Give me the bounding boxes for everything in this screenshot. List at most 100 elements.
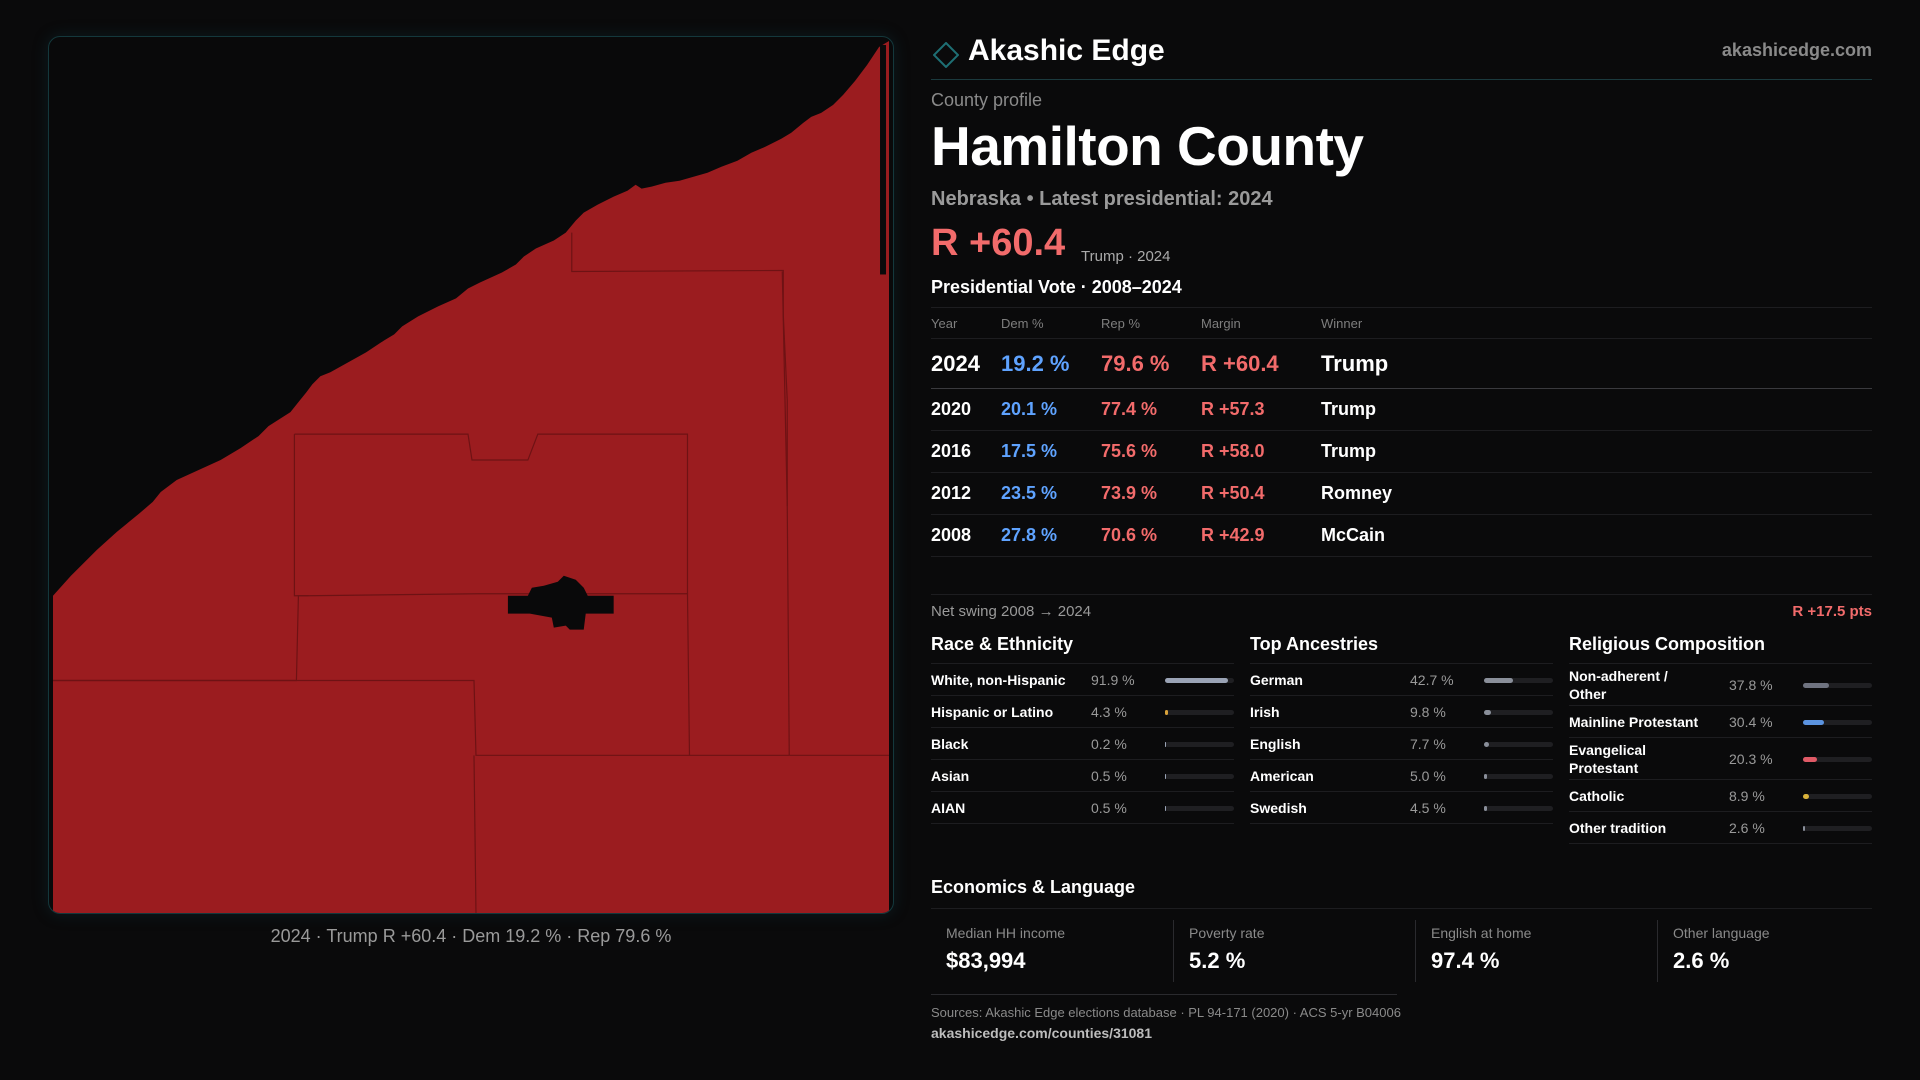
stat-bar-fill (1484, 805, 1488, 811)
list-item: Black 0.2 % (931, 728, 1234, 760)
vote-table-header: Year Dem % Rep % Margin Winner (931, 307, 1872, 339)
table-row: 2008 27.8 % 70.6 % R +42.9 McCain (931, 514, 1872, 557)
stat-label: Black (931, 735, 969, 752)
ancestry-section-title: Top Ancestries (1250, 634, 1553, 664)
econ-value: 2.6 % (1673, 948, 1730, 973)
religion-section-title: Religious Composition (1569, 634, 1872, 664)
net-swing-value: R +17.5 pts (1792, 603, 1872, 620)
stat-label: Evangelical Protestant (1569, 741, 1647, 776)
county-map-svg (52, 41, 890, 913)
county-shape[interactable] (52, 41, 890, 913)
stat-bar-fill (1484, 677, 1514, 683)
eyebrow-label: County profile (931, 90, 1043, 110)
list-item: Evangelical Protestant 20.3 % (1569, 738, 1872, 780)
brand-bar: Akashic Edge akashicedge.com (931, 32, 1872, 80)
stat-percent: 8.9 % (1729, 787, 1765, 804)
stat-bar-fill (1484, 741, 1490, 747)
stat-bar-track (1803, 825, 1872, 831)
col-year: Year (931, 307, 1001, 339)
stat-bar-fill (1484, 709, 1491, 715)
county-subtitle: Nebraska • Latest presidential: 2024 (931, 188, 1273, 210)
stat-bar-track (1484, 709, 1553, 715)
stat-bar-track (1484, 741, 1553, 747)
stat-label: Mainline Protestant (1569, 713, 1699, 730)
row-year: 2016 (931, 430, 1001, 473)
stat-bar-track (1484, 773, 1553, 779)
stat-bar-track (1803, 682, 1872, 688)
table-row: 2020 20.1 % 77.4 % R +57.3 Trump (931, 388, 1872, 431)
map-edge-sliver (880, 45, 887, 275)
county-profile-panel: Akashic Edge akashicedge.com County prof… (931, 32, 1872, 1052)
stat-percent: 42.7 % (1410, 671, 1454, 688)
econ-value: 97.4 % (1431, 948, 1500, 973)
row-winner: Trump (1321, 388, 1872, 431)
stat-label: Non-adherent / Other (1569, 667, 1668, 702)
sources-text: Sources: Akashic Edge elections database… (931, 1005, 1401, 1020)
stat-percent: 30.4 % (1729, 713, 1773, 730)
stat-bar-track (1803, 719, 1872, 725)
row-winner: Trump (1321, 338, 1872, 389)
list-item: English 7.7 % (1250, 728, 1553, 760)
econ-value: $83,994 (946, 948, 1026, 973)
county-map[interactable] (48, 36, 894, 914)
stat-label: Irish (1250, 703, 1280, 720)
religion-section: Religious Composition Non-adherent / Oth… (1569, 634, 1872, 844)
econ-card-income: Median HH income $83,994 (931, 920, 1156, 982)
list-item: Other tradition 2.6 % (1569, 812, 1872, 844)
stat-bar-track (1484, 677, 1553, 683)
list-item: Asian 0.5 % (931, 760, 1234, 792)
city-area[interactable] (507, 575, 614, 630)
econ-label: Poverty rate (1189, 925, 1265, 941)
row-winner: McCain (1321, 514, 1872, 557)
stat-bar-track (1165, 773, 1234, 779)
row-dem: 20.1 % (1001, 388, 1101, 431)
row-margin: R +57.3 (1201, 388, 1321, 431)
table-row: 2012 23.5 % 73.9 % R +50.4 Romney (931, 472, 1872, 515)
stat-bar-fill (1803, 719, 1824, 725)
brand-name[interactable]: Akashic Edge (968, 34, 1165, 67)
vote-section-title: Presidential Vote · 2008–2024 (931, 277, 1182, 297)
econ-card-poverty: Poverty rate 5.2 % (1173, 920, 1398, 982)
col-winner: Winner (1321, 307, 1872, 339)
list-item: Hispanic or Latino 4.3 % (931, 696, 1234, 728)
econ-card-english: English at home 97.4 % (1415, 920, 1640, 982)
econ-label: Median HH income (946, 925, 1066, 941)
stat-label: English (1250, 735, 1301, 752)
sources-footer: Sources: Akashic Edge elections database… (931, 994, 1401, 1041)
stat-percent: 91.9 % (1091, 671, 1135, 688)
stat-percent: 5.0 % (1410, 767, 1446, 784)
row-dem: 19.2 % (1001, 338, 1101, 389)
economics-grid: Median HH income $83,994 Poverty rate 5.… (931, 920, 1872, 982)
stat-bar-track (1803, 756, 1872, 762)
row-rep: 77.4 % (1101, 388, 1201, 431)
row-dem: 23.5 % (1001, 472, 1101, 515)
list-item: Swedish 4.5 % (1250, 792, 1553, 824)
row-rep: 73.9 % (1101, 472, 1201, 515)
econ-card-other-language: Other language 2.6 % (1657, 920, 1882, 982)
row-rep: 70.6 % (1101, 514, 1201, 557)
row-margin: R +42.9 (1201, 514, 1321, 557)
stat-bar-fill (1165, 773, 1167, 779)
list-item: AIAN 0.5 % (931, 792, 1234, 824)
diamond-icon[interactable] (933, 42, 959, 68)
brand-url[interactable]: akashicedge.com (1721, 40, 1872, 60)
net-swing-label: Net swing 2008 → 2024 (931, 603, 1092, 620)
precinct-boundaries (52, 232, 890, 913)
row-rep: 79.6 % (1101, 338, 1201, 389)
stat-bar-track (1484, 805, 1553, 811)
stat-bar-track (1165, 805, 1234, 811)
stat-percent: 37.8 % (1729, 676, 1773, 693)
stat-label: AIAN (931, 799, 966, 816)
stat-bar-fill (1165, 709, 1168, 715)
stat-bar-fill (1165, 805, 1167, 811)
sources-link[interactable]: akashicedge.com/counties/31081 (931, 1025, 1152, 1041)
list-item: Non-adherent / Other 37.8 % (1569, 664, 1872, 706)
stat-label: Swedish (1250, 799, 1307, 816)
list-item: Catholic 8.9 % (1569, 780, 1872, 812)
stat-bar-track (1165, 677, 1234, 683)
stat-bar-fill (1803, 756, 1817, 762)
ancestry-section: Top Ancestries German 42.7 % Irish 9.8 %… (1250, 634, 1553, 824)
list-item: American 5.0 % (1250, 760, 1553, 792)
list-item: Mainline Protestant 30.4 % (1569, 706, 1872, 738)
econ-value: 5.2 % (1189, 948, 1246, 973)
